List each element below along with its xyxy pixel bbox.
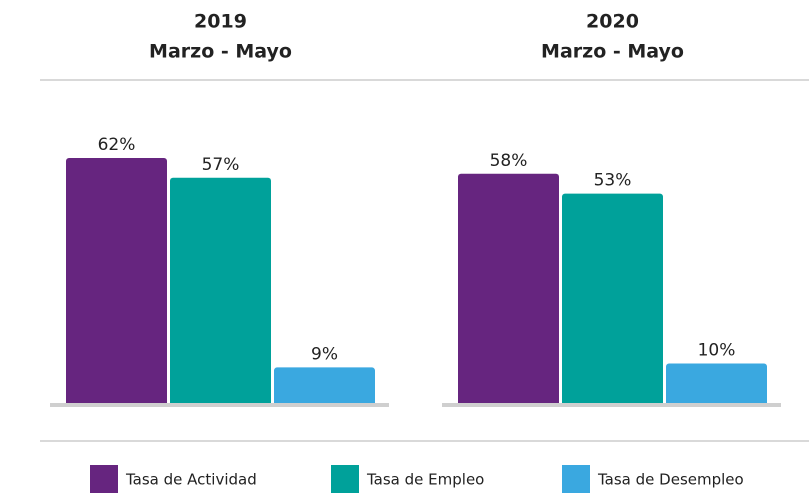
- baseline: [50, 403, 389, 407]
- legend-label: Tasa de Empleo: [366, 471, 484, 489]
- value-label: 9%: [311, 344, 338, 364]
- value-label: 62%: [98, 135, 136, 155]
- group-period: Marzo - Mayo: [149, 41, 292, 63]
- legend-swatch: [90, 465, 118, 493]
- value-label: 10%: [698, 340, 736, 360]
- value-label: 53%: [594, 171, 632, 191]
- group-year: 2019: [194, 11, 247, 33]
- legend-swatch: [331, 465, 359, 493]
- value-label: 57%: [202, 155, 240, 175]
- group-period: Marzo - Mayo: [541, 41, 684, 63]
- bar: [458, 173, 559, 403]
- bar-foot: [458, 399, 559, 403]
- legend-swatch: [562, 465, 590, 493]
- bar-foot: [274, 399, 375, 403]
- bar: [562, 193, 663, 403]
- legend-label: Tasa de Actividad: [125, 471, 257, 489]
- bar: [170, 177, 271, 403]
- legend-label: Tasa de Desempleo: [597, 471, 744, 489]
- bar: [666, 363, 767, 403]
- bar-foot: [666, 399, 767, 403]
- value-label: 58%: [490, 151, 528, 171]
- group-year: 2020: [586, 11, 639, 33]
- bar-foot: [170, 399, 271, 403]
- bar: [66, 158, 167, 403]
- baseline: [442, 403, 781, 407]
- bar-foot: [66, 399, 167, 403]
- bar-foot: [562, 399, 663, 403]
- bar: [274, 367, 375, 403]
